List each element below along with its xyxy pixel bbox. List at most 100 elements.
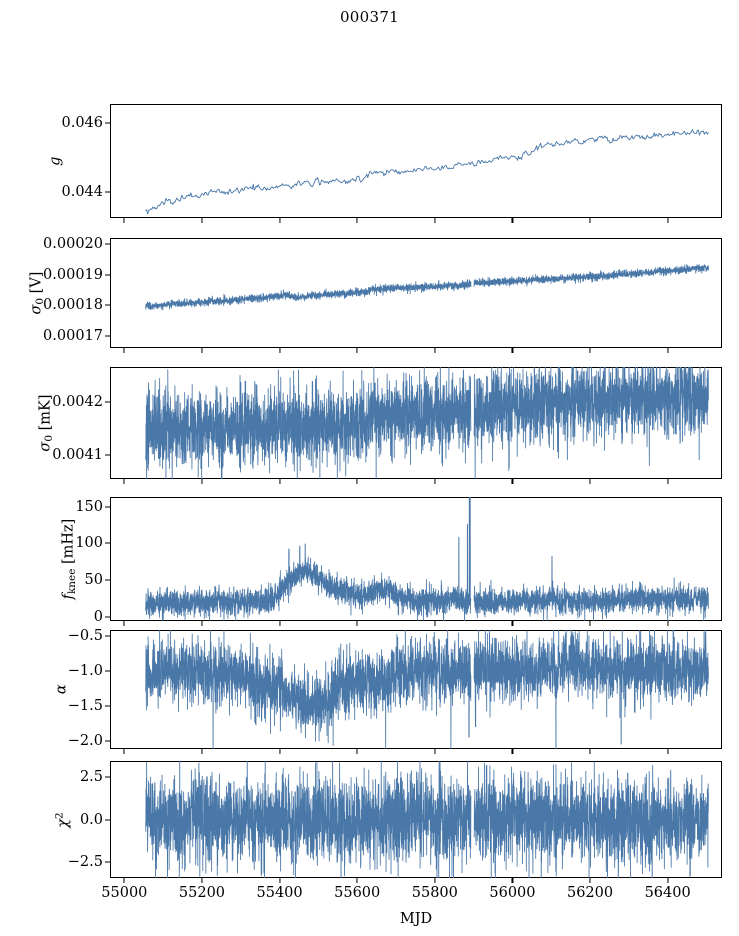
y-tick-mark: [105, 191, 110, 193]
x-tick-mark: [589, 621, 591, 626]
y-tick-mark: [105, 635, 110, 637]
x-tick-mark: [434, 749, 436, 754]
y-axis-label-sigma0_volt: σ0 [V]: [27, 271, 46, 315]
y-tick-mark: [105, 243, 110, 245]
plot-trace-sigma0-mk: [145, 367, 709, 479]
x-tick-mark: [201, 878, 203, 883]
y-tick-mark: [105, 506, 110, 508]
y-axis-label-sigma0_mk: σ0 [mK]: [37, 394, 55, 452]
x-tick-mark: [511, 218, 513, 223]
plot-trace-chi2: [145, 761, 709, 878]
y-tick-label: 0.00019: [43, 266, 103, 283]
x-tick-mark: [667, 348, 669, 353]
panel-alpha: −2.0 −1.5 −1.0 −0.5 α: [54, 628, 722, 754]
x-tick-mark: [667, 749, 669, 754]
x-tick-mark: [511, 749, 513, 754]
x-tick-mark: [123, 218, 125, 223]
x-tick-mark: [123, 878, 125, 883]
y-tick-label: 0.0041: [52, 446, 103, 463]
y-tick-label: 0.0: [79, 811, 103, 828]
x-tick-label: 55400: [256, 885, 303, 901]
y-tick-label: −1.0: [67, 662, 103, 679]
panel-sigma0-volt: 0.00017 0.00018 0.00019 0.00020 σ0 [V]: [28, 237, 722, 353]
y-tick-mark: [105, 616, 110, 618]
x-tick-mark: [123, 348, 125, 353]
y-tick-mark: [105, 740, 110, 742]
y-tick-mark: [105, 122, 110, 124]
x-tick-mark: [511, 621, 513, 626]
page-title: 000371: [339, 8, 400, 26]
y-tick-label: −2.0: [67, 732, 103, 749]
x-tick-label: 55800: [411, 885, 458, 901]
x-tick-mark: [279, 348, 281, 353]
plot-trace-gain: [145, 129, 709, 215]
x-tick-label: 56000: [489, 885, 536, 901]
x-tick-mark: [589, 218, 591, 223]
y-tick-mark: [105, 670, 110, 672]
panel-f-knee: 0 50 100 150 fknee [mHz]: [60, 497, 722, 626]
y-tick-mark: [105, 401, 110, 403]
y-axis-label-gain: g: [46, 156, 63, 166]
y-tick-label: 0.00017: [43, 327, 103, 344]
y-tick-label: 100: [75, 534, 103, 551]
x-tick-mark: [279, 479, 281, 484]
y-tick-mark: [105, 274, 110, 276]
plot-trace-f-knee: [145, 497, 709, 621]
x-tick-mark: [201, 749, 203, 754]
y-tick-mark: [105, 304, 110, 306]
y-tick-mark: [105, 861, 110, 863]
x-tick-mark: [589, 348, 591, 353]
x-tick-mark: [279, 621, 281, 626]
x-tick-mark: [589, 479, 591, 484]
x-tick-mark: [123, 479, 125, 484]
panel-chi2: −2.5 0.0 2.5 χ2 55000 55200 55400 55600 55800 560…: [53, 761, 722, 900]
x-tick-mark: [356, 621, 358, 626]
x-tick-mark: [589, 878, 591, 883]
y-axis-label-chi2: χ2: [53, 811, 71, 828]
x-tick-mark: [201, 348, 203, 353]
y-tick-mark: [105, 579, 110, 581]
x-tick-label: 55000: [101, 885, 148, 901]
x-tick-mark: [434, 479, 436, 484]
y-tick-label: −2.5: [67, 853, 103, 870]
y-axis-label-alpha: α: [53, 684, 70, 695]
x-tick-mark: [356, 348, 358, 353]
x-tick-mark: [356, 218, 358, 223]
x-tick-mark: [667, 621, 669, 626]
x-tick-mark: [201, 218, 203, 223]
x-tick-mark: [123, 749, 125, 754]
x-tick-mark: [434, 878, 436, 883]
y-tick-label: 0.046: [61, 114, 103, 131]
x-tick-label: 55200: [178, 885, 226, 901]
x-tick-label: 56200: [566, 885, 614, 901]
y-tick-mark: [105, 542, 110, 544]
y-tick-label: 0: [93, 608, 103, 625]
y-tick-mark: [105, 705, 110, 707]
panel-sigma0-mk: 0.0041 0.0042 σ0 [mK]: [37, 367, 722, 484]
y-tick-label: 0.0042: [52, 393, 103, 410]
x-tick-mark: [201, 479, 203, 484]
plot-trace-alpha: [145, 630, 709, 749]
x-tick-label: 55600: [334, 885, 381, 901]
x-axis-label: MJD: [399, 911, 433, 927]
x-tick-mark: [279, 218, 281, 223]
x-tick-mark: [123, 621, 125, 626]
x-tick-mark: [434, 621, 436, 626]
y-tick-label: 50: [84, 571, 103, 588]
y-axis-label-f_knee: fknee [mHz]: [59, 518, 78, 600]
y-tick-mark: [105, 776, 110, 778]
y-tick-label: −1.5: [67, 697, 103, 714]
panel-frame: [110, 104, 722, 218]
y-tick-mark: [105, 454, 110, 456]
y-tick-label: 0.044: [61, 183, 103, 200]
y-tick-label: −0.5: [67, 627, 103, 644]
panel-frame: [110, 238, 722, 348]
x-tick-mark: [511, 479, 513, 484]
y-tick-mark: [105, 335, 110, 337]
x-tick-mark: [589, 749, 591, 754]
x-tick-mark: [279, 749, 281, 754]
panel-gain: 0.044 0.046 g: [47, 104, 722, 223]
x-tick-mark: [356, 479, 358, 484]
x-tick-mark: [434, 218, 436, 223]
